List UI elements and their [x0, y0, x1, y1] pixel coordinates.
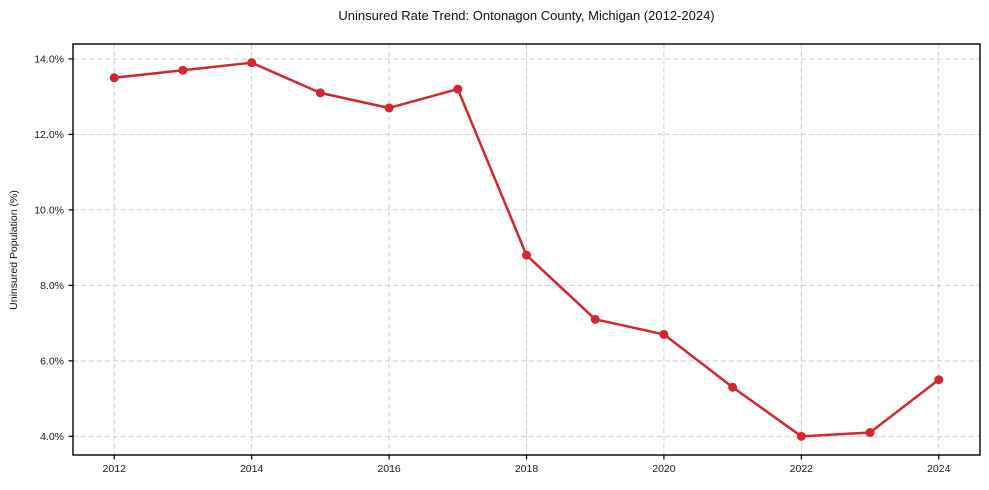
chart-title: Uninsured Rate Trend: Ontonagon County, …	[338, 8, 715, 23]
y-tick-label: 14.0%	[34, 53, 64, 65]
x-tick-label: 2012	[103, 463, 127, 475]
x-tick-label: 2022	[790, 463, 814, 475]
data-point	[728, 382, 738, 392]
plot-frame	[72, 43, 981, 456]
y-tick-label: 4.0%	[40, 431, 64, 443]
y-tick-label: 6.0%	[40, 355, 64, 367]
x-tick-label: 2020	[652, 463, 676, 475]
y-axis-label: Uninsured Population (%)	[8, 190, 20, 310]
y-tick-label: 12.0%	[34, 129, 64, 141]
y-tick-label: 8.0%	[40, 280, 64, 292]
data-point	[453, 84, 463, 94]
x-tick-label: 2014	[240, 463, 264, 475]
x-tick-label: 2024	[927, 463, 951, 475]
x-tick-label: 2018	[515, 463, 539, 475]
data-point	[384, 103, 394, 113]
data-point	[315, 88, 325, 98]
y-tick-label: 10.0%	[34, 204, 64, 216]
data-point	[522, 250, 531, 260]
data-point	[865, 428, 875, 438]
data-point	[590, 314, 600, 324]
data-point	[796, 431, 806, 441]
data-point	[934, 375, 944, 385]
data-point	[109, 73, 119, 83]
data-point	[247, 58, 257, 68]
x-tick-label: 2016	[377, 463, 401, 475]
data-point	[178, 65, 188, 75]
data-point	[659, 329, 669, 339]
